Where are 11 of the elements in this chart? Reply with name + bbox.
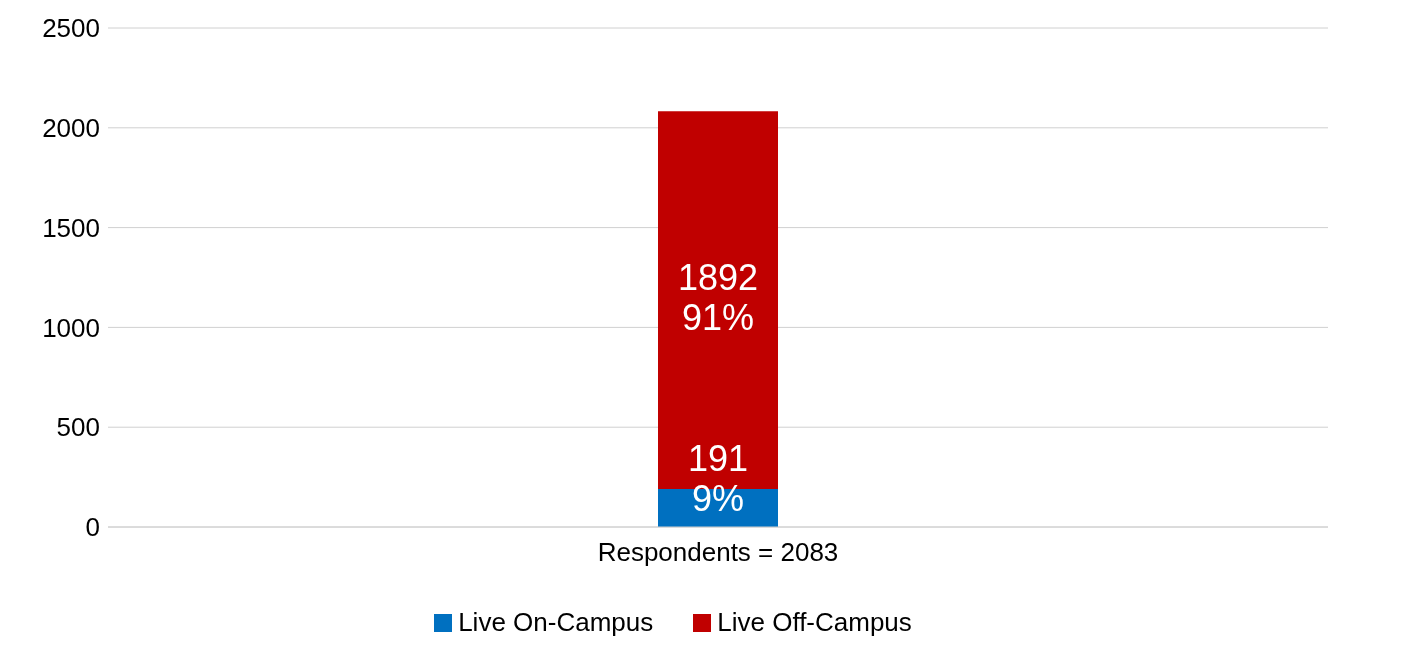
y-tick-label: 0: [85, 512, 100, 543]
y-tick-label: 500: [56, 412, 100, 443]
x-tick-label: Respondents = 2083: [597, 537, 839, 568]
data-label: 191 9%: [687, 437, 749, 519]
y-tick-label: 1500: [42, 212, 100, 243]
legend-label: Live Off-Campus: [716, 607, 912, 638]
y-tick-label: 2000: [42, 113, 100, 144]
y-tick-label: 2500: [42, 13, 100, 44]
legend-label: Live On-Campus: [457, 607, 654, 638]
y-tick-label: 1000: [42, 312, 100, 343]
data-label: 1892 91%: [677, 256, 759, 338]
